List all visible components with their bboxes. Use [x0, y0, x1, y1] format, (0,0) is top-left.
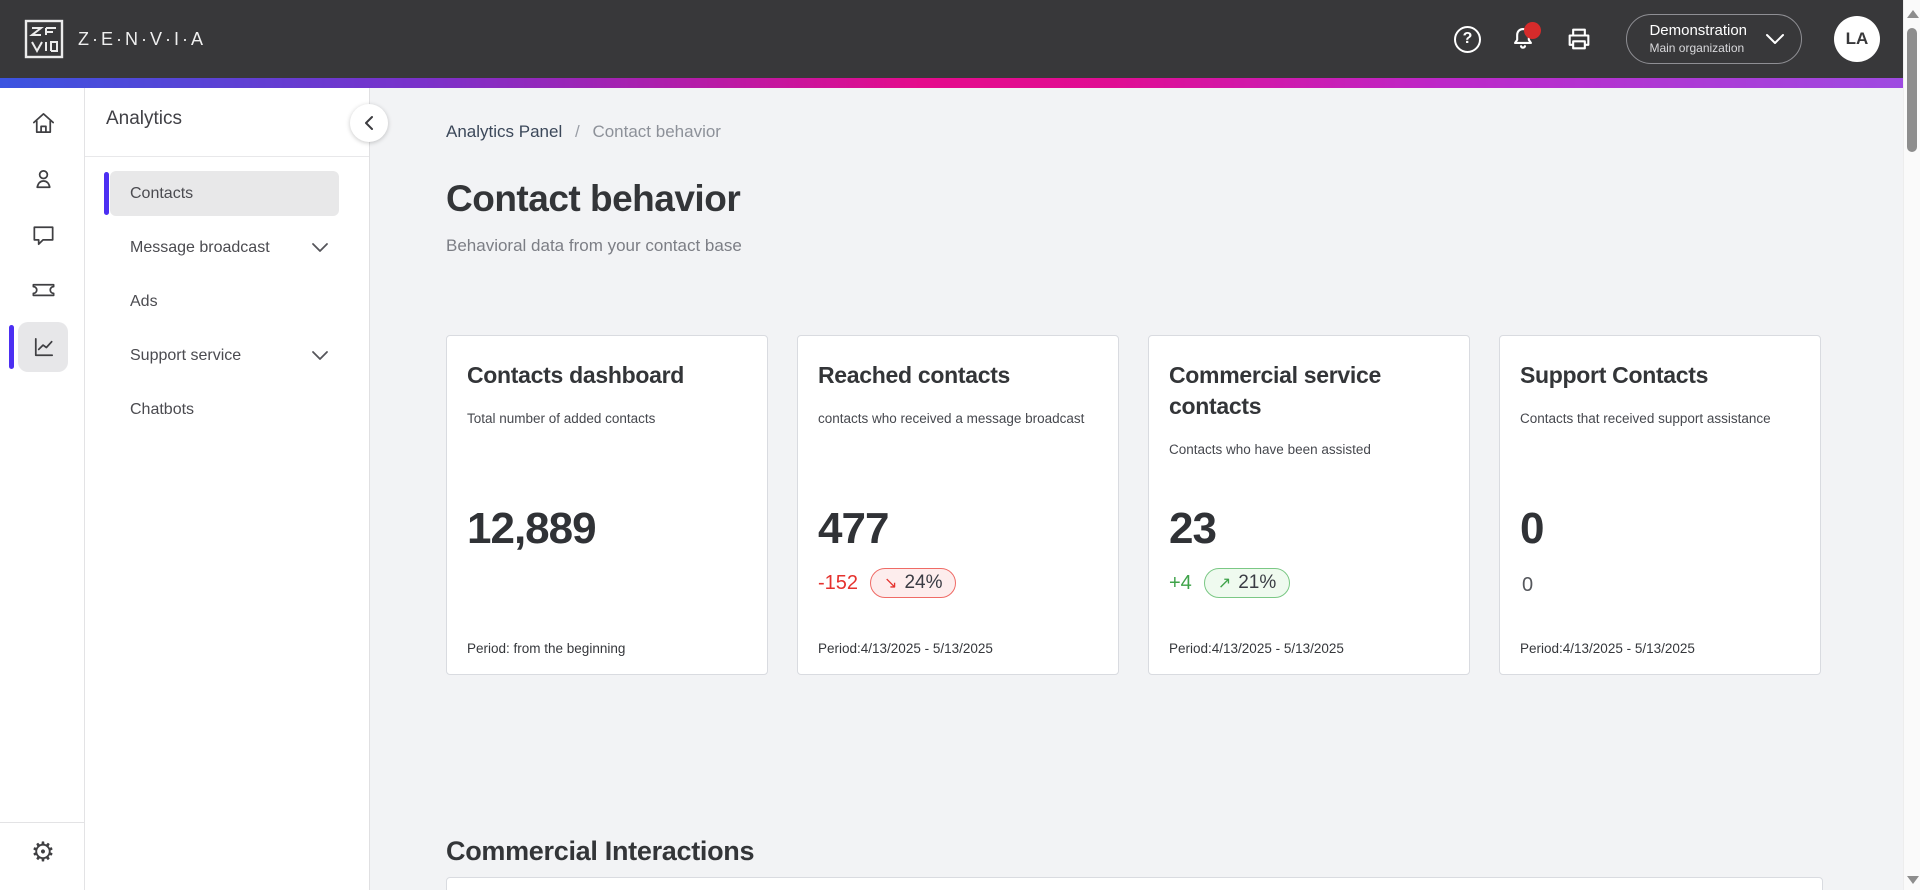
- brand-wordmark: Z·E·N·V·I·A: [78, 28, 206, 49]
- sidebar-item-label: Ads: [130, 292, 158, 310]
- breadcrumb-analytics-panel[interactable]: Analytics Panel: [446, 122, 563, 141]
- rail-selected-indicator: [9, 325, 14, 369]
- rail-contacts-button[interactable]: [18, 154, 68, 204]
- chevron-down-icon: [1766, 34, 1784, 44]
- main-content: Analytics Panel / Contact behavior Conta…: [370, 88, 1920, 890]
- card-title: Reached contacts: [818, 362, 1011, 388]
- trend-up-icon: ↗: [1217, 575, 1232, 592]
- card-title: Support Contacts: [1520, 362, 1709, 388]
- page-title: Contact behavior: [446, 178, 741, 219]
- card-period: Period:4/13/2025 - 5/13/2025: [1169, 641, 1344, 656]
- sidebar-item-label: Contacts: [130, 184, 194, 202]
- scrollbar-down-arrow[interactable]: [1907, 876, 1919, 884]
- card-subtitle: contacts who received a message broadcas…: [818, 411, 1085, 427]
- scrollbar-thumb[interactable]: [1907, 28, 1917, 152]
- page-scrollbar[interactable]: [1903, 0, 1920, 890]
- card-period: Period:4/13/2025 - 5/13/2025: [818, 641, 993, 656]
- stat-cards-row: Contacts dashboard Total number of added…: [446, 335, 1821, 675]
- breadcrumb-separator: /: [574, 122, 580, 141]
- card-value: 0: [1520, 504, 1545, 553]
- person-icon: [35, 169, 51, 188]
- rail-messages-button[interactable]: [18, 210, 68, 260]
- card-reached-contacts: Reached contacts contacts who received a…: [797, 335, 1119, 675]
- card-title: Contacts dashboard: [467, 362, 684, 388]
- brand-gradient-bar: [0, 78, 1920, 88]
- sidebar-item-ads[interactable]: Ads: [110, 279, 339, 324]
- gear-icon: ⚙: [30, 836, 56, 867]
- organization-name: Demonstration: [1649, 22, 1747, 40]
- ticket-icon: [32, 283, 54, 296]
- notifications-button[interactable]: [1500, 16, 1546, 62]
- card-value: 23: [1169, 504, 1217, 553]
- trend-percent: 24%: [904, 572, 943, 593]
- trend-percent: 21%: [1238, 572, 1277, 593]
- rail-settings-button[interactable]: ⚙: [18, 827, 68, 877]
- card-support-contacts: Support Contacts Contacts that received …: [1499, 335, 1821, 675]
- rail-home-button[interactable]: [18, 98, 68, 148]
- printer-icon: [1569, 28, 1590, 50]
- zenvia-logo[interactable]: Z·E·N·V·I·A: [24, 19, 206, 59]
- chat-bubble-icon: [32, 225, 54, 245]
- selected-indicator: [104, 172, 109, 215]
- card-subtitle: Contacts who have been assisted: [1169, 442, 1371, 458]
- card-contacts-dashboard: Contacts dashboard Total number of added…: [446, 335, 768, 675]
- topbar: Z·E·N·V·I·A ? Demonstration Main organiz…: [0, 0, 1920, 78]
- print-button[interactable]: [1556, 16, 1602, 62]
- sidebar-item-message-broadcast[interactable]: Message broadcast: [110, 225, 339, 270]
- delta-value: -152: [818, 571, 859, 594]
- trend-down-icon: ↘: [884, 575, 898, 592]
- delta-value: 0: [1522, 574, 1534, 596]
- card-delta-row: +4 ↗ 21%: [1169, 568, 1291, 598]
- delta-value: +4: [1169, 571, 1192, 594]
- sidebar-item-support-service[interactable]: Support service: [110, 333, 339, 378]
- sidebar-item-contacts[interactable]: Contacts: [104, 171, 339, 216]
- sidebar-item-label: Message broadcast: [130, 238, 270, 256]
- sidebar-divider: [85, 156, 369, 157]
- card-delta-row: -152 ↘ 24%: [818, 568, 957, 598]
- icon-rail: ⚙: [0, 88, 85, 890]
- line-chart-icon: [34, 337, 53, 356]
- sidebar-item-chatbots[interactable]: Chatbots: [110, 387, 339, 432]
- scrollbar-up-arrow[interactable]: [1907, 10, 1919, 18]
- card-subtitle: Total number of added contacts: [467, 411, 656, 427]
- sidebar-nav: Contacts Message broadcast Ads Support s…: [85, 171, 369, 441]
- page-subtitle: Behavioral data from your contact base: [446, 236, 742, 255]
- user-avatar[interactable]: LA: [1834, 16, 1880, 62]
- notification-badge: [1524, 22, 1542, 39]
- analytics-sidebar: Analytics Contacts Message broadcast Ads: [85, 88, 388, 890]
- home-icon: [32, 112, 54, 133]
- trend-badge: ↗ 21%: [1203, 568, 1291, 598]
- organization-subtitle: Main organization: [1649, 40, 1745, 55]
- breadcrumb: Analytics Panel / Contact behavior: [446, 122, 721, 142]
- commercial-interactions-card-edge: [446, 877, 1823, 890]
- help-button[interactable]: ?: [1444, 16, 1490, 62]
- organization-switcher[interactable]: Demonstration Main organization: [1626, 14, 1802, 64]
- card-period: Period:4/13/2025 - 5/13/2025: [1520, 641, 1695, 656]
- card-commercial-service-contacts: Commercial service contacts Contacts who…: [1148, 335, 1470, 675]
- chevron-down-icon: [311, 350, 329, 361]
- card-period: Period: from the beginning: [467, 641, 626, 656]
- card-value: 477: [818, 504, 889, 553]
- card-value: 12,889: [467, 504, 597, 553]
- rail-analytics-button[interactable]: [18, 322, 68, 372]
- sidebar-item-label: Chatbots: [130, 400, 195, 418]
- card-subtitle: Contacts that received support assistanc…: [1520, 411, 1771, 427]
- zenvia-logo-icon: [24, 19, 64, 59]
- sidebar-title: Analytics: [106, 108, 183, 129]
- sidebar-collapse-button[interactable]: [350, 104, 388, 142]
- chevron-down-icon: [311, 242, 329, 253]
- help-icon: ?: [1453, 25, 1481, 53]
- section-heading-commercial-interactions: Commercial Interactions: [446, 836, 755, 866]
- sidebar-item-label: Support service: [130, 346, 242, 364]
- chevron-left-icon: [365, 116, 373, 130]
- trend-badge: ↘ 24%: [870, 568, 957, 598]
- rail-divider: [0, 822, 85, 823]
- rail-tickets-button[interactable]: [18, 266, 68, 316]
- card-title: Commercial service contacts: [1169, 362, 1381, 420]
- breadcrumb-current: Contact behavior: [592, 122, 721, 141]
